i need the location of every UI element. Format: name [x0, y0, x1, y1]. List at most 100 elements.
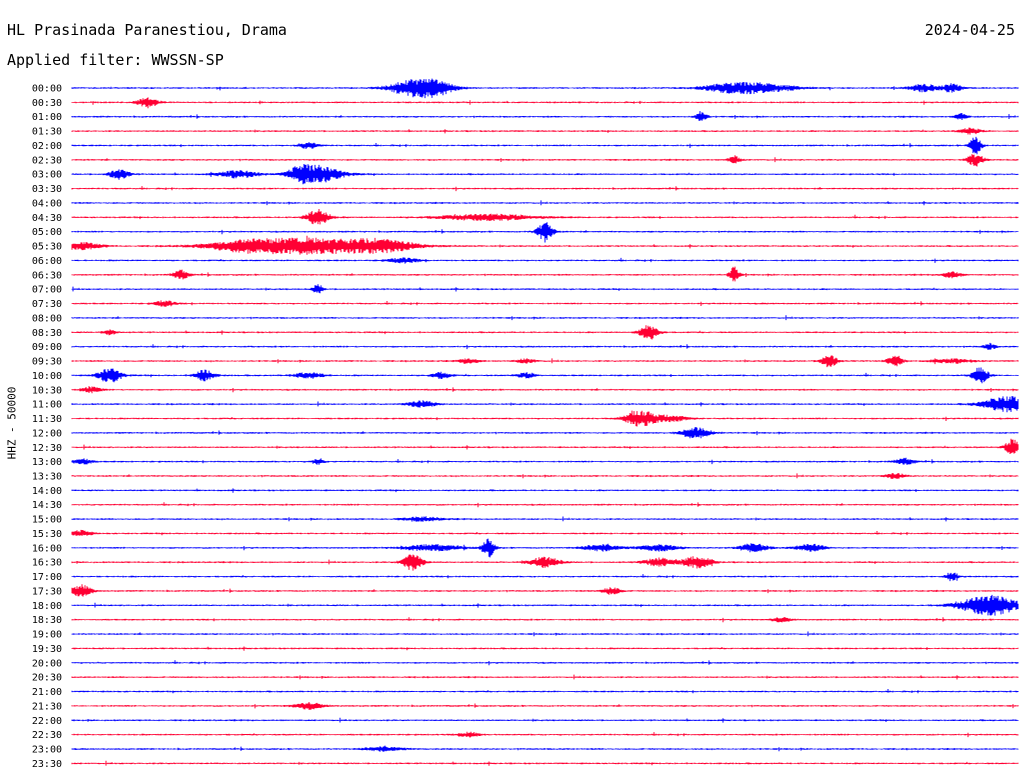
- row-time-label: 06:30: [32, 270, 62, 281]
- row-time-label: 13:30: [32, 471, 62, 482]
- row-time-label: 09:00: [32, 342, 62, 353]
- trace-line: [71, 457, 1019, 465]
- row-time-label: 11:30: [32, 414, 62, 425]
- trace-line: [71, 111, 1019, 121]
- trace-line: [71, 584, 1019, 597]
- row-time-label: 22:30: [32, 730, 62, 741]
- row-time-label: 20:30: [32, 673, 62, 684]
- row-time-label: 03:00: [32, 170, 62, 181]
- row-time-label: 17:30: [32, 586, 62, 597]
- trace-line: [71, 355, 1019, 368]
- row-time-label: 21:30: [32, 701, 62, 712]
- row-time-label: 07:30: [32, 299, 62, 310]
- trace-line: [71, 745, 1019, 752]
- row-time-label: 04:30: [32, 213, 62, 224]
- trace-line: [71, 554, 1019, 571]
- trace-line: [71, 209, 1019, 225]
- trace-line: [71, 186, 1019, 192]
- row-time-label: 08:30: [32, 328, 62, 339]
- row-time-label: 01:30: [32, 127, 62, 138]
- trace-line: [71, 78, 1019, 99]
- row-time-label: 22:00: [32, 716, 62, 727]
- row-time-label: 15:00: [32, 515, 62, 526]
- row-time-label: 10:30: [32, 385, 62, 396]
- trace-line: [71, 473, 1019, 479]
- trace-line: [71, 529, 1019, 536]
- row-time-label: 16:00: [32, 543, 62, 554]
- row-time-label: 05:30: [32, 242, 62, 253]
- trace-line: [71, 594, 1019, 616]
- trace-line: [71, 660, 1019, 666]
- row-time-label: 14:30: [32, 500, 62, 511]
- row-time-label: 02:30: [32, 155, 62, 166]
- row-time-label: 03:30: [32, 184, 62, 195]
- row-time-label: 00:30: [32, 98, 62, 109]
- row-time-label: 08:00: [32, 313, 62, 324]
- trace-line: [71, 538, 1019, 558]
- row-time-label: 20:00: [32, 658, 62, 669]
- row-time-label: 11:00: [32, 400, 62, 411]
- trace-line: [71, 325, 1019, 340]
- trace-line: [71, 572, 1019, 582]
- row-time-label: 00:00: [32, 84, 62, 95]
- row-time-label: 15:30: [32, 529, 62, 540]
- trace-line: [71, 235, 1019, 255]
- trace-line: [71, 646, 1019, 651]
- trace-line: [71, 284, 1019, 294]
- row-time-label: 09:30: [32, 357, 62, 368]
- row-time-label: 17:00: [32, 572, 62, 583]
- trace-line: [71, 502, 1019, 508]
- trace-line: [71, 386, 1019, 394]
- trace-line: [71, 617, 1019, 623]
- row-time-label: 14:00: [32, 486, 62, 497]
- trace-line: [71, 154, 1019, 167]
- trace-line: [71, 689, 1019, 694]
- row-time-label: 04:00: [32, 198, 62, 209]
- row-time-label: 05:00: [32, 227, 62, 238]
- row-time-label: 18:00: [32, 601, 62, 612]
- row-time-label: 13:00: [32, 457, 62, 468]
- row-time-label: 19:30: [32, 644, 62, 655]
- row-time-label: 19:00: [32, 630, 62, 641]
- trace-line: [71, 342, 1019, 350]
- trace-line: [71, 396, 1019, 413]
- trace-line: [71, 731, 1019, 738]
- row-time-label: 07:00: [32, 285, 62, 296]
- trace-line: [71, 97, 1019, 109]
- trace-line: [71, 367, 1019, 384]
- row-time-label: 23:30: [32, 759, 62, 770]
- trace-line: [71, 222, 1019, 243]
- trace-line: [71, 127, 1019, 135]
- trace-line: [71, 488, 1019, 493]
- row-time-label: 12:00: [32, 428, 62, 439]
- row-time-label: 12:30: [32, 443, 62, 454]
- trace-line: [71, 136, 1019, 155]
- row-time-label: 23:00: [32, 745, 62, 756]
- trace-line: [71, 315, 1019, 321]
- row-time-label: 10:00: [32, 371, 62, 382]
- row-time-label: 06:00: [32, 256, 62, 267]
- row-time-label: 21:00: [32, 687, 62, 698]
- row-time-label: 01:00: [32, 112, 62, 123]
- trace-line: [71, 631, 1019, 637]
- trace-line: [71, 257, 1019, 264]
- row-time-label: 18:30: [32, 615, 62, 626]
- station-title: HL Prasinada Paranestiou, Drama: [7, 21, 287, 39]
- row-time-label: 16:30: [32, 558, 62, 569]
- record-date: 2024-04-25: [924, 21, 1015, 39]
- trace-line: [71, 674, 1019, 680]
- trace-line: [71, 300, 1019, 307]
- trace-line: [71, 200, 1019, 206]
- trace-line: [71, 427, 1019, 439]
- trace-line: [71, 516, 1019, 522]
- trace-line: [71, 717, 1019, 723]
- trace-line: [71, 760, 1019, 766]
- row-time-label: 02:00: [32, 141, 62, 152]
- trace-line: [71, 164, 1019, 185]
- trace-line: [71, 438, 1019, 454]
- trace-line: [71, 702, 1019, 710]
- filter-label: Applied filter: WWSSN-SP: [7, 51, 224, 69]
- trace-line: [71, 266, 1019, 282]
- trace-line: [71, 410, 1019, 427]
